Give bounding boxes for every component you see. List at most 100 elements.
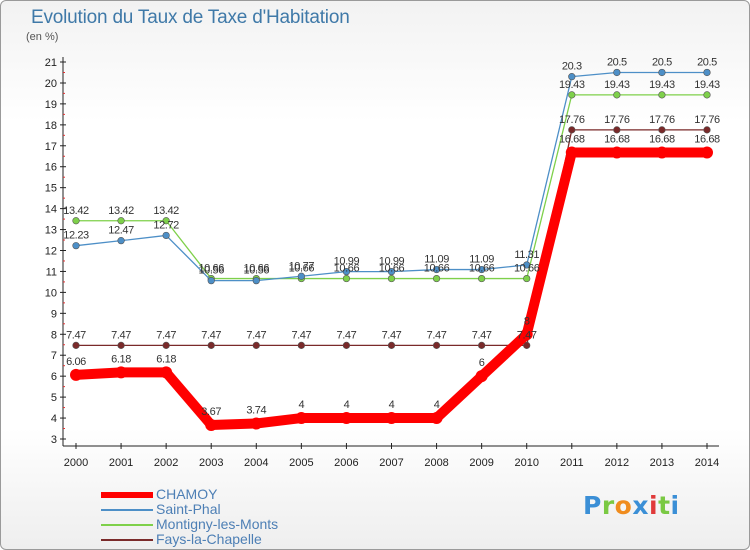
data-point <box>340 412 353 425</box>
chart-subtitle: (en %) <box>26 31 59 43</box>
data-label: 16.68 <box>649 133 675 145</box>
data-point <box>387 274 396 283</box>
data-point <box>162 231 170 240</box>
logo-letter: x <box>632 491 649 520</box>
x-tick-label: 2008 <box>424 457 448 469</box>
y-tick-label: 16 <box>45 162 57 174</box>
data-point <box>658 126 666 134</box>
series-line-1 <box>75 71 708 282</box>
data-point <box>115 366 128 379</box>
data-label: 20.5 <box>652 56 672 68</box>
data-point <box>207 341 215 349</box>
data-point <box>613 91 621 99</box>
data-label: 19.43 <box>604 79 630 91</box>
data-label: 10.77 <box>289 260 315 272</box>
data-label: 10.66 <box>244 263 270 275</box>
data-label: 7.47 <box>517 329 537 341</box>
x-tick-label: 2003 <box>199 457 223 469</box>
data-point <box>658 68 666 77</box>
data-label: 6.06 <box>66 356 86 368</box>
data-label: 10.66 <box>289 263 315 275</box>
data-point <box>703 91 711 99</box>
y-tick-label: 6 <box>51 371 57 383</box>
data-label: 3.67 <box>201 406 221 418</box>
x-tick-label: 2013 <box>650 457 674 469</box>
data-label: 7.47 <box>156 329 176 341</box>
data-label: 7.47 <box>382 329 402 341</box>
logo-letter: i <box>670 491 680 520</box>
data-label: 17.76 <box>649 114 675 126</box>
data-point <box>701 146 713 159</box>
data-point <box>478 341 486 349</box>
data-label: 13.42 <box>108 205 134 217</box>
x-tick-label: 2014 <box>695 457 719 469</box>
data-point <box>117 341 125 349</box>
x-tick-label: 2009 <box>469 457 493 469</box>
y-tick-label: 12 <box>45 246 57 258</box>
data-label: 12.47 <box>108 225 134 237</box>
data-label: 4 <box>344 399 350 411</box>
x-tick-label: 2001 <box>109 457 133 469</box>
data-label: 20.5 <box>607 56 627 68</box>
data-label: 10.99 <box>379 256 405 268</box>
y-tick-label: 11 <box>46 266 57 278</box>
data-point <box>342 274 351 283</box>
data-point <box>478 265 486 274</box>
data-point <box>658 91 666 99</box>
data-label: 16.68 <box>604 133 630 145</box>
logo-letter: t <box>658 491 671 520</box>
y-tick-label: 5 <box>51 392 57 404</box>
x-tick-label: 2010 <box>514 457 538 469</box>
x-tick-label: 2004 <box>244 457 268 469</box>
data-label: 7.47 <box>201 329 221 341</box>
data-label: 11.31 <box>514 249 539 261</box>
data-label: 10.66 <box>198 263 224 275</box>
y-tick-label: 3 <box>51 434 57 446</box>
data-label: 17.76 <box>694 114 720 126</box>
data-point <box>703 68 711 77</box>
data-point <box>387 341 396 349</box>
x-tick-label: 2012 <box>605 457 629 469</box>
data-point <box>478 274 486 283</box>
data-point <box>342 341 351 349</box>
logo-letter: o <box>614 491 633 520</box>
data-label: 7.47 <box>337 329 357 341</box>
data-label: 7.47 <box>66 329 86 341</box>
data-point <box>703 126 711 134</box>
logo-letter: r <box>601 491 615 520</box>
legend-label: Saint-Phal <box>156 501 221 517</box>
data-point <box>523 341 531 349</box>
data-label: 6 <box>479 357 485 369</box>
data-label: 10.56 <box>244 265 270 277</box>
data-label: 10.66 <box>379 263 405 275</box>
legend-swatch <box>101 524 153 526</box>
data-label: 7.47 <box>427 329 447 341</box>
data-label: 13.42 <box>153 205 179 217</box>
series-line-0 <box>71 147 712 430</box>
data-label: 20.3 <box>562 61 582 73</box>
data-point <box>432 265 441 274</box>
data-label: 11.09 <box>469 254 494 266</box>
data-label: 10.99 <box>334 256 360 268</box>
data-point <box>295 412 308 425</box>
data-point <box>162 341 170 349</box>
y-tick-label: 19 <box>45 99 57 111</box>
data-label: 6.18 <box>156 353 176 365</box>
data-label: 12.72 <box>153 219 179 231</box>
data-point <box>117 237 125 245</box>
data-label: 19.43 <box>649 79 675 91</box>
x-tick-label: 2005 <box>289 457 313 469</box>
series-line-3 <box>75 129 708 347</box>
data-label: 4 <box>389 399 395 411</box>
y-tick-label: 4 <box>51 413 57 425</box>
data-point <box>565 146 578 159</box>
data-label: 17.76 <box>559 114 585 126</box>
x-tick-label: 2007 <box>379 457 403 469</box>
data-point <box>207 277 215 285</box>
y-tick-label: 17 <box>45 141 57 153</box>
x-tick-label: 2006 <box>334 457 358 469</box>
data-label: 6.18 <box>111 353 131 365</box>
y-tick-label: 15 <box>45 183 57 195</box>
